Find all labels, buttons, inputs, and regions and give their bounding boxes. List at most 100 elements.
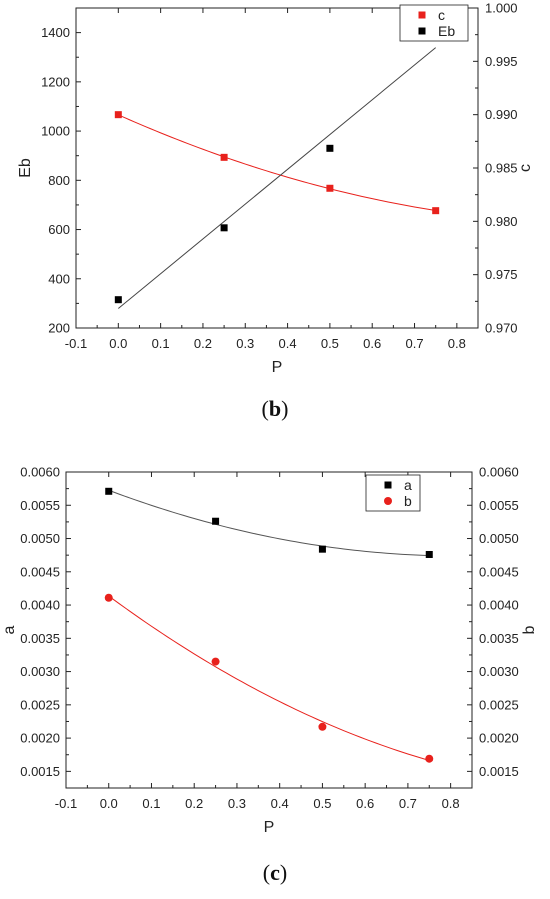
x-tick-label: 0.2	[194, 336, 212, 351]
x-tick-label: 0.6	[363, 336, 381, 351]
y-left-tick-label: 1000	[41, 124, 70, 139]
x-tick-label: 0.7	[405, 336, 423, 351]
y-left-tick-label: 1200	[41, 74, 70, 89]
y-right-tick-label: 0.0020	[479, 731, 519, 746]
legend-label-b: b	[404, 493, 412, 509]
y-right-tick-label: 0.980	[485, 214, 518, 229]
legend-marker-c	[418, 11, 426, 19]
y-right-tick-label: 0.975	[485, 267, 518, 282]
y-left-axis-label: Eb	[17, 158, 34, 178]
fit-line-Eb	[117, 47, 437, 309]
y-right-tick-label: 0.0050	[479, 531, 519, 546]
y-left-tick-label: 0.0060	[20, 465, 60, 480]
y-right-tick-label: 0.0055	[479, 498, 519, 513]
legend-marker-Eb	[418, 27, 426, 35]
y-right-tick-label: 0.0025	[479, 697, 519, 712]
fit-curve-b	[108, 595, 430, 761]
x-tick-label: 0.2	[185, 796, 203, 811]
y-left-axis-label: a	[1, 625, 18, 634]
data-point-c	[432, 207, 440, 215]
y-right-axis-label: b	[521, 625, 538, 634]
y-left-tick-label: 600	[48, 222, 70, 237]
data-point-c	[326, 184, 334, 192]
y-left-tick-label: 800	[48, 173, 70, 188]
data-point-b	[104, 593, 113, 602]
chart-c: -0.1 0.0 0.1 0.2 0.3 0.4 0.5 0.6 0.7 0.8 0.0015 0.0…	[1, 465, 538, 886]
y-left-tick-label: 0.0035	[20, 631, 60, 646]
y-left-tick-label: 0.0040	[20, 598, 60, 613]
x-axis-label: P	[264, 819, 275, 836]
figure-caption: (c)	[263, 860, 287, 885]
x-tick-label: -0.1	[65, 336, 87, 351]
x-tick-label: 0.8	[448, 336, 466, 351]
y-right-tick-label: 0.0060	[479, 465, 519, 480]
legend-box	[365, 474, 421, 512]
data-point-b	[425, 754, 434, 763]
x-tick-label: 0.1	[152, 336, 170, 351]
data-point-Eb	[220, 224, 228, 232]
caption-paren-close: )	[281, 396, 288, 421]
x-tick-label: 0.0	[109, 336, 127, 351]
y-left-tick-label: 0.0045	[20, 564, 60, 579]
y-left-tick-label: 400	[48, 271, 70, 286]
caption-paren-close: )	[280, 860, 287, 885]
x-tick-label: 0.0	[100, 796, 118, 811]
x-tick-label: 0.3	[236, 336, 254, 351]
x-tick-label: 0.8	[442, 796, 460, 811]
y-right-tick-label: 0.0030	[479, 664, 519, 679]
x-tick-label: -0.1	[55, 796, 77, 811]
y-left-tick-label: 0.0030	[20, 664, 60, 679]
caption-paren-open: (	[262, 396, 269, 421]
y-right-tick-label: 1.000	[485, 1, 518, 16]
y-right-tick-label: 0.0035	[479, 631, 519, 646]
data-point-b	[211, 657, 220, 666]
x-tick-label: 0.6	[356, 796, 374, 811]
x-axis-label: P	[272, 359, 283, 376]
x-tick-label: 0.4	[279, 336, 297, 351]
data-point-c	[220, 153, 228, 161]
data-point-a	[105, 487, 113, 495]
y-right-tick-label: 0.995	[485, 54, 518, 69]
y-right-tick-label: 0.0015	[479, 764, 519, 779]
y-left-tick-label: 0.0025	[20, 697, 60, 712]
x-tick-label: 0.5	[321, 336, 339, 351]
y-left-tick-label: 1400	[41, 25, 70, 40]
y-right-tick-label: 0.990	[485, 107, 518, 122]
x-tick-label: 0.4	[271, 796, 289, 811]
data-point-a	[318, 545, 326, 553]
plot-frame	[65, 471, 473, 789]
y-right-tick-label: 0.0040	[479, 598, 519, 613]
y-left-tick-label: 200	[48, 321, 70, 336]
caption-letter: c	[270, 860, 280, 885]
x-tick-label: 0.7	[399, 796, 417, 811]
y-right-tick-label: 0.970	[485, 321, 518, 336]
x-tick-label: 0.3	[228, 796, 246, 811]
chart-b: -0.1 0.0 0.1 0.2 0.3 0.4 0.5 0.6 0.7 0.8 200 400 600…	[17, 1, 534, 422]
fit-curve-c	[118, 114, 436, 212]
data-point-a	[425, 550, 433, 558]
caption-letter: b	[269, 396, 281, 421]
data-point-Eb	[326, 144, 334, 152]
x-tick-label: 0.1	[142, 796, 160, 811]
y-left-tick-label: 0.0015	[20, 764, 60, 779]
legend-label-c: c	[438, 7, 445, 23]
y-left-tick-label: 0.0050	[20, 531, 60, 546]
legend-label-a: a	[404, 477, 412, 493]
data-point-b	[318, 722, 327, 731]
fit-curve-a	[108, 489, 430, 557]
x-tick-label: 0.5	[313, 796, 331, 811]
data-point-Eb	[114, 296, 122, 304]
data-point-c	[114, 111, 122, 119]
y-right-tick-label: 0.0045	[479, 564, 519, 579]
legend-label-Eb: Eb	[438, 23, 455, 39]
y-right-tick-label: 0.985	[485, 161, 518, 176]
legend-marker-a	[384, 481, 392, 489]
caption-paren-open: (	[263, 860, 270, 885]
legend-marker-b	[384, 497, 392, 505]
y-right-axis-label: c	[517, 164, 534, 172]
figure-caption: (b)	[262, 396, 289, 421]
plot-frame	[75, 7, 479, 329]
legend-box	[399, 4, 469, 42]
y-left-tick-label: 0.0055	[20, 498, 60, 513]
